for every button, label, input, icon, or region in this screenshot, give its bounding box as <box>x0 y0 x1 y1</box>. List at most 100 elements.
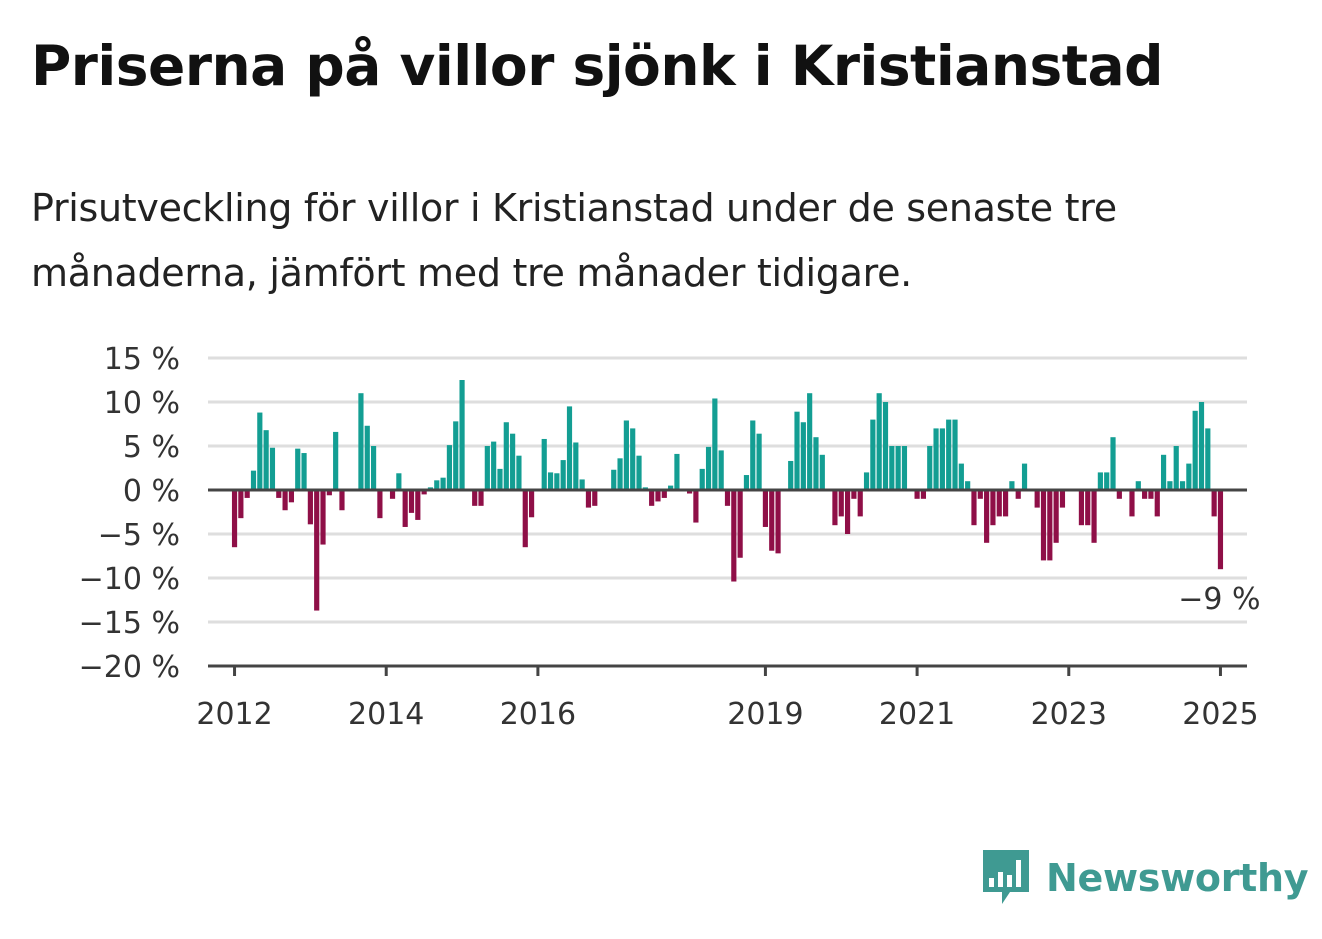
x-axis-labels: 2012 2014 2016 2019 2021 2023 2025 <box>196 666 1259 732</box>
bar <box>497 468 503 490</box>
bar <box>231 490 238 548</box>
bar <box>459 380 465 490</box>
bar <box>238 490 244 519</box>
bar <box>510 433 516 490</box>
bar <box>276 490 282 498</box>
bar <box>491 441 497 490</box>
bar <box>819 454 825 490</box>
bar <box>484 446 490 490</box>
bar <box>415 490 421 520</box>
bar <box>1160 454 1167 490</box>
brand-logo: Newsworthy <box>980 848 1309 908</box>
bar <box>617 458 623 490</box>
x-tick-label: 2016 <box>500 697 576 732</box>
bar <box>1091 490 1097 543</box>
bar <box>250 470 257 490</box>
bar <box>636 455 642 490</box>
annotations: −9 % <box>1175 579 1263 620</box>
bar <box>1104 472 1110 490</box>
bar <box>364 425 370 490</box>
bar <box>958 463 964 490</box>
x-tick-label: 2023 <box>1031 697 1107 732</box>
bar <box>554 473 560 490</box>
bar <box>370 446 377 490</box>
bar <box>1211 490 1217 517</box>
x-tick-label: 2019 <box>727 697 803 732</box>
x-tick-label: 2012 <box>196 697 272 732</box>
bar <box>478 490 484 506</box>
bar <box>244 490 250 498</box>
bar <box>389 490 396 499</box>
bar <box>1009 481 1015 490</box>
gridlines <box>208 356 1247 624</box>
bar <box>434 480 440 490</box>
bar <box>984 490 990 543</box>
bar <box>333 431 339 490</box>
x-tick-label: 2025 <box>1182 697 1258 732</box>
bar <box>844 490 851 534</box>
bar <box>750 420 756 490</box>
bar <box>788 460 794 490</box>
bar <box>870 419 876 490</box>
bar <box>630 428 636 490</box>
bar <box>446 445 453 490</box>
y-tick-label: 0 % <box>123 474 180 509</box>
bar <box>579 479 585 490</box>
bar <box>838 490 844 517</box>
bar <box>965 481 971 490</box>
bar <box>421 490 427 495</box>
bar <box>895 446 901 490</box>
bar <box>775 490 781 554</box>
bar <box>547 472 554 490</box>
bar <box>377 490 383 519</box>
bar <box>914 490 920 499</box>
y-axis-labels: 15 % 10 % 5 % 0 % −5 % −10 % −15 % −20 % <box>79 342 180 685</box>
bar <box>939 428 945 490</box>
bar <box>1198 402 1205 490</box>
bar <box>876 393 882 490</box>
bar <box>573 442 579 490</box>
bar <box>661 490 667 498</box>
bar <box>1021 463 1028 490</box>
bar <box>1186 463 1192 490</box>
bars <box>231 380 1224 611</box>
bar <box>320 490 326 545</box>
bar <box>693 490 699 523</box>
bar <box>649 490 655 506</box>
bar <box>712 398 718 490</box>
bar <box>566 406 573 490</box>
bar <box>1040 490 1047 561</box>
bar <box>307 490 313 525</box>
bar <box>920 490 927 499</box>
bar <box>737 490 743 558</box>
bar <box>301 453 307 490</box>
bar <box>996 490 1002 517</box>
x-tick-label: 2021 <box>879 697 955 732</box>
bar <box>800 422 806 490</box>
bar <box>1116 490 1122 499</box>
bar <box>1135 481 1141 490</box>
bar <box>889 446 895 490</box>
last-value-label: −9 % <box>1178 582 1260 617</box>
bar <box>592 490 598 506</box>
bar <box>946 419 952 490</box>
bar <box>832 490 838 526</box>
bar <box>1078 490 1085 526</box>
bar <box>288 490 295 503</box>
bar <box>1129 490 1135 517</box>
bar-chart: 15 %10 %5 %0 %−5 %−10 %−15 %−20 % 2012 20… <box>78 342 1263 732</box>
bar <box>794 411 800 490</box>
bar <box>585 490 592 508</box>
bar <box>1205 428 1211 490</box>
bar <box>1154 490 1160 517</box>
bar <box>977 490 983 499</box>
bar <box>668 485 674 490</box>
y-tick-label: −20 % <box>79 650 180 685</box>
bar <box>1179 481 1186 490</box>
bar <box>541 438 547 490</box>
bar <box>1217 490 1224 570</box>
bar <box>699 468 705 490</box>
bar <box>762 490 769 527</box>
bar <box>851 490 857 499</box>
bar <box>440 477 446 490</box>
